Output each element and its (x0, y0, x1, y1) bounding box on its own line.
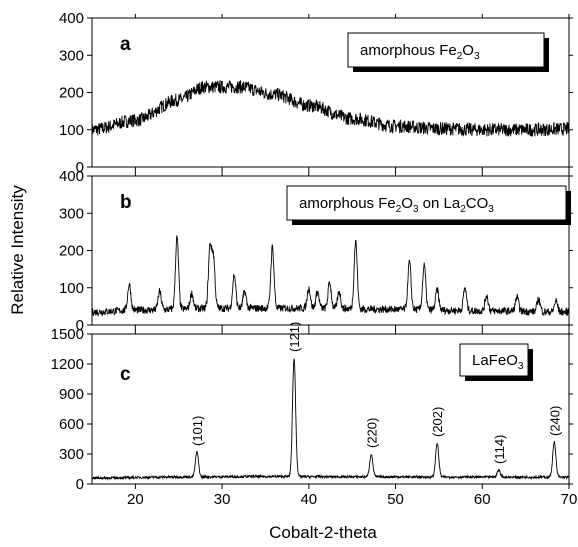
legend-subscript: 2 (457, 51, 463, 62)
y-tick-label: 300 (59, 205, 84, 222)
y-tick-label: 400 (59, 168, 84, 185)
x-tick-label: 60 (474, 491, 491, 508)
peak-label: (114) (492, 435, 507, 464)
legend-box (347, 32, 545, 68)
panel-label: c (120, 364, 131, 385)
panel-c: 0 300 600 900 1200 1500 (101) (121) (220) (202) (1… (51, 322, 573, 493)
x-tick-label: 50 (387, 491, 404, 508)
x-tick-label: 70 (561, 491, 578, 508)
legend-segment: on La (419, 195, 461, 212)
legend-subscript: 3 (518, 361, 524, 372)
xrd-trace (91, 235, 570, 318)
legend-segment: LaFeO (472, 352, 518, 369)
y-tick-label: 600 (59, 416, 84, 433)
legend-subscript: 3 (488, 204, 494, 215)
panel-label: a (120, 34, 131, 55)
legend-text: amorphous Fe2O3 on La2CO3 (299, 195, 494, 215)
legend-segment: O (401, 195, 413, 212)
plot-frame (91, 333, 570, 485)
xrd-trace (91, 358, 570, 481)
y-tick-label: 0 (76, 476, 84, 493)
peak-label: (240) (547, 406, 562, 436)
legend-subscript: 3 (413, 204, 419, 215)
panel-a: 0 100 200 300 400 a amorphous Fe2O3 (59, 10, 573, 176)
x-tick-label: 40 (300, 491, 317, 508)
peak-label: (202) (430, 407, 445, 437)
y-tick-label: 400 (59, 10, 84, 27)
peak-label: (101) (190, 416, 205, 446)
legend-text: LaFeO3 (472, 352, 524, 372)
legend-subscript: 2 (396, 204, 402, 215)
legend-segment: amorphous Fe (360, 42, 457, 59)
legend-text: amorphous Fe2O3 (360, 42, 480, 62)
y-tick-label: 100 (59, 280, 84, 297)
x-axis-label: Cobalt-2-theta (269, 523, 377, 542)
x-tick-label: 30 (214, 491, 231, 508)
legend-subscript: 2 (460, 204, 466, 215)
y-axis-label: Relative Intensity (8, 185, 27, 315)
peak-label: (220) (364, 418, 379, 448)
y-tick-label: 300 (59, 446, 84, 463)
legend-box (459, 343, 529, 377)
y-tick-label: 1200 (51, 356, 84, 373)
y-tick-label: 200 (59, 243, 84, 260)
legend-box (286, 185, 567, 221)
y-tick-label: 0 (76, 317, 84, 334)
y-tick-label: 1500 (51, 326, 84, 343)
y-tick-label: 300 (59, 47, 84, 64)
y-tick-label: 200 (59, 85, 84, 102)
xrd-trace (91, 79, 570, 137)
legend-segment: O (462, 42, 474, 59)
y-tick-label: 0 (76, 159, 84, 176)
y-tick-label: 900 (59, 386, 84, 403)
legend-segment: CO (466, 195, 489, 212)
legend-segment: amorphous Fe (299, 195, 396, 212)
y-tick-label: 100 (59, 122, 84, 139)
peak-label: (121) (287, 322, 302, 352)
legend-subscript: 3 (474, 51, 480, 62)
x-tick-label: 20 (127, 491, 144, 508)
panel-label: b (120, 192, 132, 213)
